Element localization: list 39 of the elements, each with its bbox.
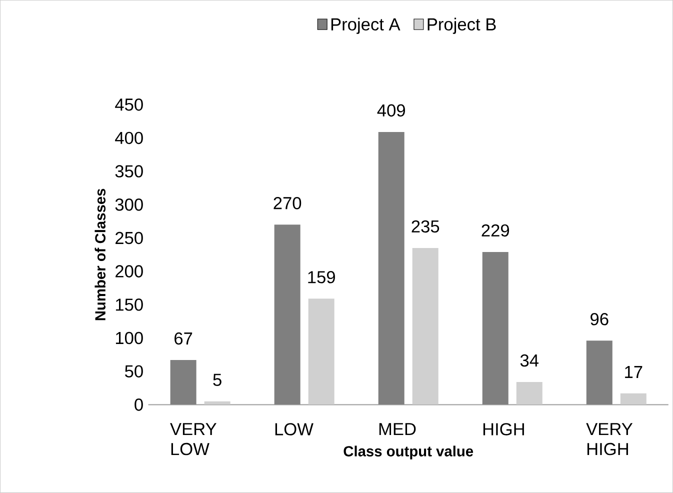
bar — [378, 132, 404, 405]
bar — [308, 298, 334, 405]
data-label: 235 — [412, 220, 440, 233]
y-axis-title: Number of Classes — [94, 188, 106, 320]
data-label: 5 — [213, 374, 222, 386]
y-tick-label: 0 — [134, 398, 143, 411]
legend-label: Project A — [331, 18, 400, 34]
y-tick-label: 400 — [115, 132, 143, 144]
x-tick-label: HIGH — [483, 423, 524, 436]
data-label: 409 — [377, 104, 405, 117]
x-tick-label: LOW — [275, 423, 314, 436]
bar — [620, 393, 646, 405]
data-label: 34 — [520, 354, 539, 367]
x-tick-label: VERY LOW — [170, 423, 216, 456]
y-tick-label: 300 — [115, 198, 143, 211]
data-label: 67 — [174, 332, 192, 345]
data-label: 270 — [274, 197, 302, 210]
y-tick-label: 150 — [116, 298, 143, 311]
legend-label: Project B — [428, 18, 496, 34]
y-tick-label: 100 — [116, 332, 143, 344]
y-tick-label: 450 — [115, 98, 143, 111]
bar — [204, 401, 230, 405]
bar — [412, 248, 438, 405]
y-tick-label: 200 — [116, 265, 143, 278]
bar — [170, 360, 196, 405]
data-label: 159 — [308, 271, 335, 284]
bar — [516, 382, 542, 405]
x-tick-label: VERY HIGH — [586, 423, 633, 456]
x-tick-label: MED — [379, 423, 416, 436]
bar — [482, 252, 508, 405]
x-axis-title: Class output value — [344, 446, 474, 460]
data-label: 17 — [625, 366, 642, 378]
y-tick-label: 50 — [124, 365, 143, 378]
y-tick-label: 350 — [115, 165, 143, 178]
bar — [274, 224, 300, 405]
data-label: 229 — [482, 224, 510, 237]
data-label: 96 — [590, 313, 608, 326]
y-tick-label: 250 — [116, 232, 143, 244]
bar — [586, 340, 612, 405]
